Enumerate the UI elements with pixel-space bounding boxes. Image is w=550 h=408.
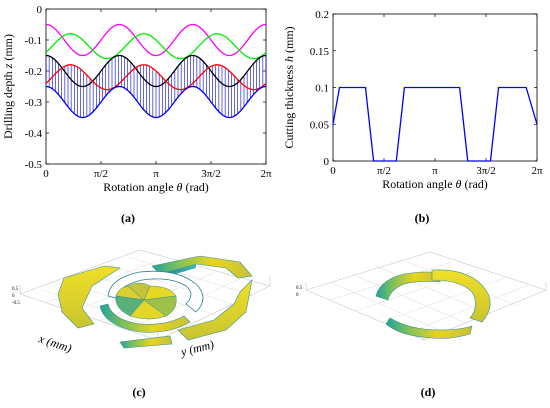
b-y-tick-label-2: 0.1 bbox=[315, 83, 329, 95]
panel-d-3d-plot: 0.5 0 bbox=[296, 251, 547, 341]
c-z-ticks-2: 0 bbox=[12, 294, 15, 299]
panel-a-label: (a) bbox=[121, 211, 135, 225]
a-y-tick-label-3: -0.3 bbox=[25, 97, 43, 109]
panel-c-3d-plot: 0.5 0 -0.5 x (mm) y (mm) bbox=[12, 249, 271, 359]
a-series-line-3 bbox=[45, 64, 267, 91]
a-y-tick-label-4: -0.4 bbox=[25, 128, 43, 140]
a-y-tick-label-2: -0.2 bbox=[25, 66, 42, 78]
b-x-tick-label-0: 0 bbox=[330, 165, 336, 177]
b-x-tick-label-2: π bbox=[432, 165, 438, 177]
b-y-tick-label-3: 0.15 bbox=[310, 46, 330, 58]
c-z-ticks-3: -0.5 bbox=[12, 301, 20, 306]
b-x-tick-label-4: 2π bbox=[531, 165, 543, 177]
panel-b-label: (b) bbox=[415, 211, 430, 225]
b-y-tick-label-1: 0.05 bbox=[310, 119, 330, 131]
c-middle-ring-lower bbox=[99, 303, 191, 333]
a-x-tick-label-4: 2π bbox=[260, 168, 272, 180]
a-x-tick-label-0: 0 bbox=[43, 168, 49, 180]
a-series-line-1 bbox=[45, 33, 267, 60]
c-middle-ring bbox=[107, 270, 204, 313]
c-z-ticks: 0.5 bbox=[12, 287, 19, 292]
d-ring-segment-2 bbox=[431, 269, 491, 323]
panel-c-label: (c) bbox=[132, 385, 145, 399]
b-series-line-0 bbox=[332, 86, 538, 162]
d-z-ticks: 0.5 bbox=[296, 286, 303, 291]
b-y-tick-label-4: 0.2 bbox=[315, 9, 329, 21]
b-y-tick-label-0: 0 bbox=[324, 156, 330, 168]
a-x-axis-label: Rotation angle θ (rad) bbox=[103, 180, 209, 194]
a-x-tick-label-3: 3π/2 bbox=[201, 168, 221, 180]
d-grid-lines bbox=[329, 258, 529, 334]
a-series-line-0 bbox=[45, 23, 267, 57]
chart-a: 0 π/2 π 3π/2 2π 0 -0.1 -0.2 -0.3 -0.4 -0.5 Rotation… bbox=[1, 4, 272, 194]
c-x-axis-label: x (mm) bbox=[36, 331, 73, 355]
a-y-tick-label-1: -0.1 bbox=[25, 35, 42, 47]
b-x-tick-label-1: π/2 bbox=[377, 165, 391, 177]
d-ring-segment-3 bbox=[385, 317, 473, 339]
a-x-tick-label-1: π/2 bbox=[94, 168, 108, 180]
b-y-axis-label: Cutting thickness h (mm) bbox=[282, 26, 296, 148]
c-ring-segment-1 bbox=[151, 255, 253, 279]
c-y-axis-label: y (mm) bbox=[178, 337, 215, 359]
a-y-axis-label: Drilling depth z (mm) bbox=[1, 34, 15, 139]
b-x-axis-label: Rotation angle θ (rad) bbox=[382, 177, 488, 191]
d-z-ticks-2: 0 bbox=[296, 293, 299, 298]
a-x-tick-label-2: π bbox=[153, 168, 159, 180]
b-x-tick-label-3: 3π/2 bbox=[476, 165, 496, 177]
a-y-tick-label-0: 0 bbox=[37, 4, 43, 16]
a-series-line-4 bbox=[45, 85, 267, 119]
c-ring-segment-3 bbox=[57, 265, 121, 329]
c-ring-segment-4 bbox=[119, 335, 173, 349]
c-ring-segment-2 bbox=[177, 279, 253, 341]
panel-d-label: (d) bbox=[421, 385, 436, 399]
c-pie-6 bbox=[115, 295, 145, 317]
a-y-tick-label-5: -0.5 bbox=[25, 159, 43, 171]
d-ring-segment-1 bbox=[375, 271, 441, 301]
chart-b: 0 π/2 π 3π/2 2π 0 0.05 0.1 0.15 0.2 Rotation angle… bbox=[282, 9, 543, 191]
a-series-line-2 bbox=[45, 54, 267, 88]
